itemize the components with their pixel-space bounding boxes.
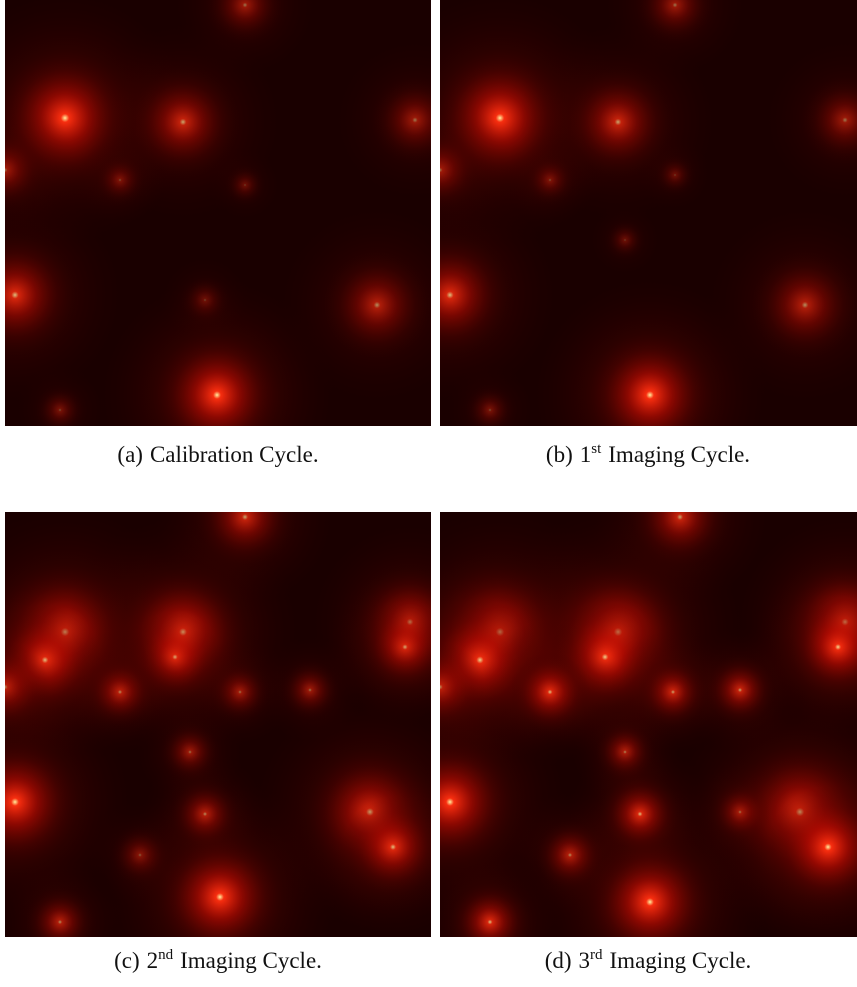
spot	[180, 275, 230, 325]
caption: (a) Calibration Cycle.	[117, 442, 318, 467]
spot	[360, 602, 450, 692]
spot	[750, 250, 857, 360]
caption-superscript: nd	[158, 947, 174, 963]
caption-ordinal: 1	[580, 442, 592, 467]
spot	[525, 155, 575, 205]
caption-superscript: st	[591, 441, 602, 457]
spot	[280, 660, 340, 720]
panel-image	[0, 427, 509, 987]
spot	[85, 657, 155, 727]
caption-text: Imaging Cycle.	[608, 442, 750, 467]
spot	[705, 655, 775, 725]
spot	[655, 155, 695, 195]
spot	[195, 467, 295, 567]
panel-image	[0, 0, 496, 512]
caption-text: Calibration Cycle.	[150, 442, 319, 467]
spot	[465, 385, 515, 435]
spot	[152, 330, 282, 460]
spot	[630, 467, 730, 567]
caption-ordinal: 2	[147, 948, 159, 973]
spot	[585, 330, 715, 460]
figure: (a) Calibration Cycle. (b) 1st Imaging Cycle…	[0, 0, 857, 987]
page: (a) Calibration Cycle. (b) 1st Imaging Cycle…	[0, 0, 857, 987]
caption-label: (c)	[114, 948, 140, 973]
spot	[35, 385, 85, 435]
spot	[225, 165, 265, 205]
caption-ordinal: 3	[579, 948, 591, 973]
caption: (d) 3rd Imaging Cycle.	[545, 947, 752, 973]
spot	[322, 250, 432, 360]
caption: (b) 1st Imaging Cycle.	[546, 441, 750, 467]
caption-text: Imaging Cycle.	[610, 948, 752, 973]
spot	[605, 220, 645, 260]
spot	[95, 155, 145, 205]
caption: (c) 2nd Imaging Cycle.	[114, 947, 322, 973]
spot	[25, 887, 95, 957]
caption-label: (a)	[117, 442, 143, 467]
caption-superscript: rd	[590, 947, 603, 963]
spot	[110, 825, 170, 885]
caption-label: (d)	[545, 948, 572, 973]
spot	[710, 782, 770, 842]
spot	[450, 882, 530, 962]
caption-label: (b)	[546, 442, 573, 467]
spot	[343, 797, 443, 897]
caption-text: Imaging Cycle.	[180, 948, 322, 973]
spot	[510, 652, 590, 732]
